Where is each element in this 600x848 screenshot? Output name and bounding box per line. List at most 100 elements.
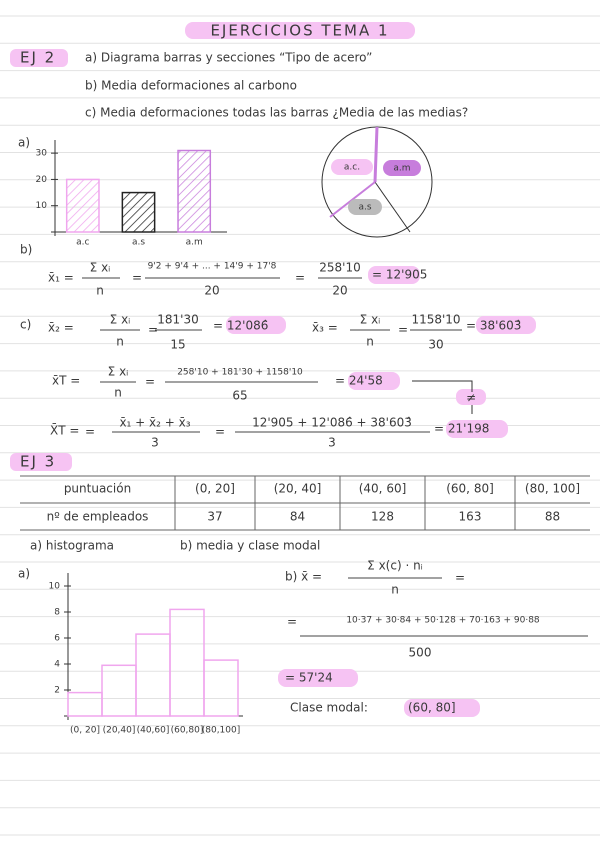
result: (60, 80]: [408, 701, 456, 715]
pie-label: a.m: [393, 164, 410, 174]
result: = 12'905: [372, 268, 427, 282]
y-tick-label: 10: [49, 582, 61, 592]
section-label: EJ 2: [20, 49, 56, 67]
x-tick-label: a.m: [186, 238, 203, 248]
formula: 15: [170, 338, 185, 352]
x-tick-label: (0, 20]: [70, 726, 100, 736]
formula: n: [96, 284, 104, 298]
table: puntuación (0, 20] (20, 40] (40, 60] (60, 80…: [20, 475, 590, 531]
y-tick-label: 4: [54, 660, 60, 670]
formula: 9'2 + 9'4 + ... + 14'9 + 17'8: [148, 262, 277, 272]
table-cell: 163: [459, 510, 482, 524]
y-tick-label: 20: [36, 175, 48, 185]
y-tick-label: 6: [54, 634, 60, 644]
formula: 500: [409, 646, 432, 660]
formula: Σ xᵢ: [360, 313, 381, 327]
formula: 1158'10: [411, 313, 460, 327]
section-label: EJ 3: [20, 453, 56, 471]
pie-chart: a.c. a.m a.s: [321, 126, 433, 238]
formula: 258'10 + 181'30 + 1158'10: [177, 368, 303, 378]
bar: [121, 191, 156, 233]
formula: X̄T =: [50, 423, 79, 437]
table-header: (40, 60]: [359, 482, 407, 496]
histogram-bar: [67, 691, 103, 717]
x-tick-label: a.s: [132, 238, 145, 248]
formula: =: [455, 571, 465, 585]
formula: =: [215, 425, 225, 439]
formula: n: [391, 583, 399, 597]
y-tick-label: 2: [54, 686, 60, 696]
formula: 258'10: [319, 261, 360, 275]
result: = 12'086̂: [213, 319, 268, 333]
formula: Σ xᵢ: [108, 365, 129, 379]
formula: 3: [151, 436, 159, 450]
histogram-bar: [101, 664, 137, 717]
formula: n: [116, 335, 124, 349]
y-tick-label: 30: [36, 149, 48, 159]
result: = 57'24: [285, 671, 333, 685]
task: c) Media deformaciones todas las barras …: [85, 106, 468, 120]
formula: 3: [328, 436, 336, 450]
part-label: a): [18, 136, 30, 150]
part-label: b): [20, 243, 32, 257]
table-cell: 84: [290, 510, 305, 524]
part-label: c): [20, 318, 31, 332]
formula: x̄₁ =: [48, 271, 74, 285]
table-header: (80, 100]: [525, 482, 580, 496]
formula: 10·37 + 30·84 + 50·128 + 70·163 + 90·88: [346, 616, 540, 626]
formula: Σ xᵢ: [110, 313, 131, 327]
table-cell: 128: [371, 510, 394, 524]
formula: b) x̄ =: [285, 570, 322, 584]
bar: [177, 149, 212, 233]
task: b) media y clase modal: [180, 539, 320, 553]
pie-label: a.c.: [344, 163, 360, 173]
table-cell: 37: [207, 510, 222, 524]
y-tick-label: 8: [54, 608, 60, 618]
x-tick-label: (40,60]: [137, 726, 170, 736]
title: EJERCICIOS TEMA 1: [210, 22, 389, 40]
pie-label: a.s: [358, 203, 371, 213]
formula: =: [85, 425, 95, 439]
formula: =: [295, 271, 305, 285]
formula: =: [132, 271, 142, 285]
task: a) histograma: [30, 539, 114, 553]
bar: [65, 178, 100, 233]
y-tick-label: 10: [36, 201, 48, 211]
table-header: (0, 20]: [195, 482, 235, 496]
x-tick-label: (80,100]: [202, 726, 241, 736]
formula: x̄₁ + x̄₂ + x̄₃: [119, 416, 190, 430]
formula: Σ x(c) · nᵢ: [367, 559, 423, 573]
x-tick-label: a.c: [76, 238, 89, 248]
x-tick-label: (20,40]: [103, 726, 136, 736]
histogram-bar: [169, 608, 205, 717]
task: b) Media deformaciones al carbono: [85, 79, 297, 93]
formula: =: [287, 615, 297, 629]
formula: =: [145, 375, 155, 389]
formula: 20: [332, 284, 347, 298]
formula: n: [366, 335, 374, 349]
formula: 65: [232, 389, 247, 403]
formula: x̄₂ =: [48, 321, 74, 335]
table-cell: nº de empleados: [47, 510, 149, 524]
table-header: (20, 40]: [274, 482, 322, 496]
table-header: (60, 80]: [446, 482, 494, 496]
part-label: a): [18, 567, 30, 581]
symbol: ≠: [466, 391, 476, 405]
result: = 21'198: [434, 422, 489, 436]
histogram-bar: [135, 633, 171, 717]
result: = 38'603̂: [466, 319, 521, 333]
formula: Σ xᵢ: [90, 261, 111, 275]
label: Clase modal:: [290, 701, 368, 715]
formula: 30: [428, 338, 443, 352]
formula: =: [398, 323, 408, 337]
task: a) Diagrama barras y secciones “Tipo de …: [85, 51, 372, 65]
formula: n: [114, 386, 122, 400]
formula: x̄₃ =: [312, 321, 338, 335]
table-cell: 88: [545, 510, 560, 524]
formula: 12'905 + 12'086̂ + 38'603̂: [252, 416, 412, 430]
result: = 24'58: [335, 374, 383, 388]
histogram-bar: [203, 659, 239, 717]
formula: x̄T =: [52, 374, 80, 388]
table-header: puntuación: [64, 482, 131, 496]
